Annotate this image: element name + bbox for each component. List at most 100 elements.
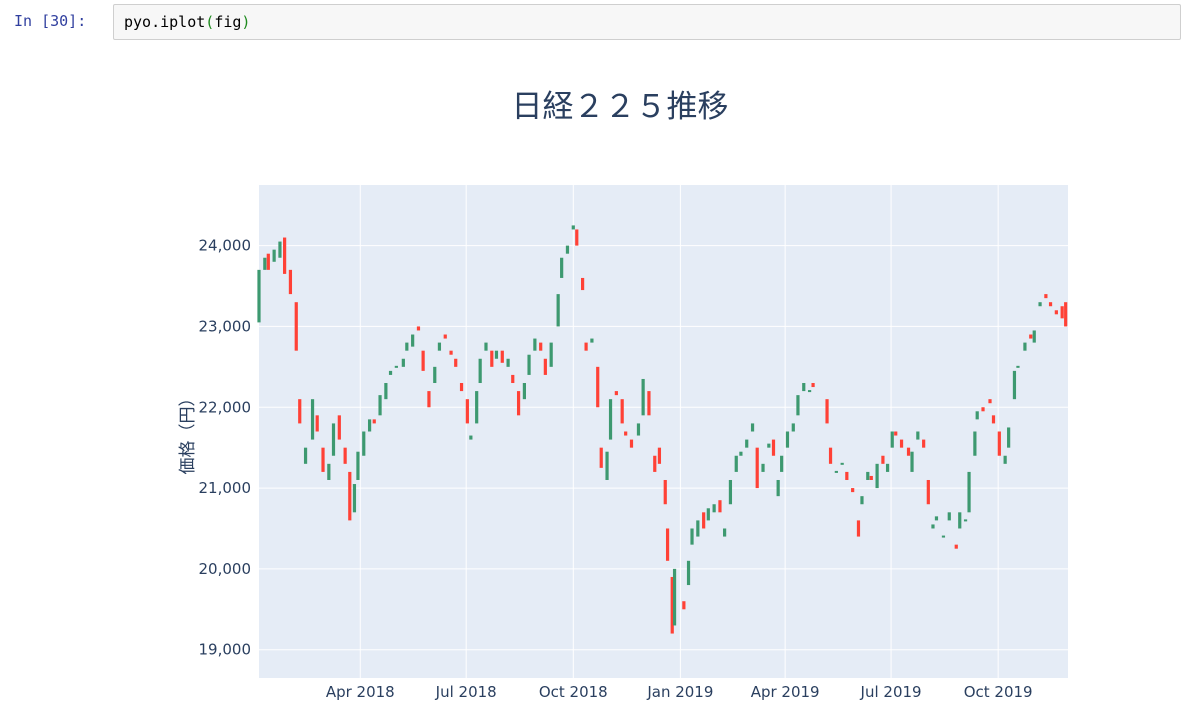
candle [657, 447, 662, 464]
candle [696, 520, 700, 537]
x-axis: Apr 2018 Jul 2018 Oct 2018 Jan 2019 Apr 2019… [326, 683, 1033, 701]
code-argument: fig [214, 13, 242, 31]
candle [963, 519, 968, 522]
candle [682, 601, 686, 610]
candle [384, 383, 388, 400]
candle [581, 277, 585, 291]
candle [490, 350, 494, 367]
candle [321, 447, 325, 472]
candle [433, 366, 437, 384]
candle [845, 471, 849, 480]
candle [584, 342, 588, 351]
candle [1023, 342, 1027, 351]
candle [560, 257, 564, 278]
candle [427, 391, 431, 408]
candle [791, 423, 795, 432]
candle [665, 528, 670, 561]
candle [411, 334, 415, 347]
candle [352, 484, 357, 513]
candle [465, 399, 469, 424]
candle [811, 383, 815, 388]
candle [702, 512, 706, 529]
candle [614, 391, 618, 396]
candle [394, 365, 398, 368]
candle [981, 407, 985, 412]
candle [840, 462, 844, 465]
candle [596, 366, 600, 408]
candle [303, 447, 308, 464]
candle [401, 358, 405, 367]
candle [624, 431, 628, 436]
candle [257, 269, 261, 323]
candle [958, 512, 962, 529]
candle [641, 378, 645, 416]
candle [294, 302, 298, 351]
candle [1016, 365, 1020, 368]
candle [785, 431, 790, 448]
y-tick-label: 24,000 [199, 237, 252, 255]
plot-area[interactable] [259, 185, 1068, 678]
code-cell-input[interactable]: pyo.iplot(fig) [113, 4, 1181, 40]
candle [421, 350, 425, 371]
candle [1054, 310, 1058, 315]
y-tick-label: 23,000 [199, 317, 252, 335]
candlestick-chart[interactable]: 日経２２５推移 19,000 20,000 21,000 22,000 23,000 24… [160, 60, 1100, 710]
candle [922, 439, 926, 448]
candle [745, 439, 749, 448]
candle [890, 431, 894, 448]
candle [967, 471, 971, 513]
candle [263, 257, 267, 270]
candle [881, 455, 885, 464]
candle [1029, 334, 1033, 339]
candle [556, 294, 560, 327]
candle [954, 544, 958, 549]
candle [636, 423, 641, 436]
candle [728, 479, 733, 505]
y-axis: 19,000 20,000 21,000 22,000 23,000 24,000 [199, 237, 252, 659]
candle [723, 528, 727, 537]
candle [266, 253, 270, 270]
y-axis-label: 価格（円） [178, 390, 198, 475]
candle [653, 455, 657, 472]
candle [834, 470, 838, 473]
x-tick-label: Apr 2019 [751, 683, 820, 701]
candle [348, 471, 352, 521]
candle [478, 358, 482, 384]
candle [511, 374, 515, 384]
candle [1032, 330, 1036, 343]
candle [620, 399, 624, 424]
candle [590, 338, 594, 343]
candle [437, 342, 442, 351]
plotly-figure[interactable]: 日経２２５推移 19,000 20,000 21,000 22,000 23,000 24… [160, 60, 1100, 710]
candle [372, 419, 376, 424]
candle [475, 391, 479, 424]
candle [494, 350, 499, 359]
candle [527, 354, 531, 375]
candle [327, 463, 331, 480]
candle [755, 447, 759, 489]
candle [718, 500, 722, 513]
candle [1048, 302, 1053, 307]
candle [500, 350, 504, 363]
candle [272, 249, 276, 262]
candle [997, 431, 1001, 456]
x-tick-label: Jul 2019 [860, 683, 922, 701]
candle [672, 568, 677, 626]
candle [378, 395, 382, 416]
candle [337, 415, 341, 440]
x-tick-label: Jul 2018 [435, 683, 497, 701]
x-tick-label: Jan 2019 [646, 683, 713, 701]
candle [926, 479, 930, 505]
x-tick-label: Apr 2018 [326, 683, 395, 701]
candle [947, 512, 951, 521]
candle [549, 342, 553, 367]
candle [906, 447, 911, 456]
candle [575, 229, 579, 246]
y-tick-label: 22,000 [199, 398, 252, 416]
candle [443, 334, 447, 339]
candle [802, 383, 806, 392]
candle [343, 447, 347, 464]
candle [608, 399, 613, 440]
candle [1060, 306, 1064, 319]
code-close-paren: ) [241, 13, 251, 31]
